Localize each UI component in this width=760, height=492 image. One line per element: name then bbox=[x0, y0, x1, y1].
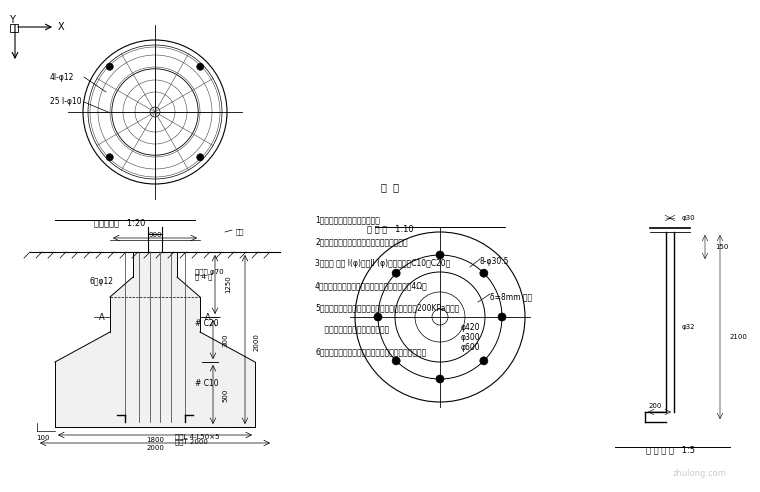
Text: 500: 500 bbox=[222, 388, 228, 401]
Text: φ300: φ300 bbox=[461, 333, 480, 341]
Text: 100: 100 bbox=[36, 435, 49, 441]
Text: 1250: 1250 bbox=[225, 275, 231, 293]
Text: φ32: φ32 bbox=[682, 324, 695, 330]
Text: 150: 150 bbox=[715, 244, 728, 250]
Text: 5、要求路灯基础置于原状土上，地基承载力大于200KPa，如遇: 5、要求路灯基础置于原状土上，地基承载力大于200KPa，如遇 bbox=[315, 303, 459, 312]
Circle shape bbox=[436, 251, 444, 259]
Text: 8-φ30.5: 8-φ30.5 bbox=[480, 257, 509, 267]
Text: 6、基础浇筑混凝土后按规范人行道压实度要求处理。: 6、基础浇筑混凝土后按规范人行道压实度要求处理。 bbox=[315, 347, 426, 356]
Text: δ=8mm 钢板: δ=8mm 钢板 bbox=[490, 293, 532, 302]
Text: 2000: 2000 bbox=[146, 445, 164, 451]
Text: 1800: 1800 bbox=[146, 437, 164, 443]
Text: 900: 900 bbox=[148, 232, 162, 238]
Text: Y: Y bbox=[9, 15, 15, 25]
Circle shape bbox=[392, 357, 401, 365]
Text: 25 Ι-φ10: 25 Ι-φ10 bbox=[50, 97, 81, 106]
Text: 2100: 2100 bbox=[730, 334, 748, 340]
Polygon shape bbox=[55, 252, 255, 427]
Text: 3、材料 钢筋 I(φ)级、II (φ)级，混凝土C10、C20。: 3、材料 钢筋 I(φ)级、II (φ)级，混凝土C10、C20。 bbox=[315, 259, 450, 268]
Text: A: A bbox=[205, 312, 211, 321]
Text: 锚入T 2000: 锚入T 2000 bbox=[175, 439, 208, 445]
Text: φ600: φ600 bbox=[461, 342, 480, 351]
Circle shape bbox=[197, 63, 204, 70]
Text: # C10: # C10 bbox=[195, 379, 219, 389]
Text: 4Ι-φ12: 4Ι-φ12 bbox=[50, 72, 74, 82]
Text: 2、本基础图适用于固定式灯杆，中型灯盘。: 2、本基础图适用于固定式灯杆，中型灯盘。 bbox=[315, 237, 407, 246]
Circle shape bbox=[197, 154, 204, 161]
Text: 说  明: 说 明 bbox=[381, 182, 399, 192]
Text: 2000: 2000 bbox=[254, 333, 260, 351]
Circle shape bbox=[374, 313, 382, 321]
Text: 4、槽杆顶端以保持水平，接触装置电阻不大于4Ω。: 4、槽杆顶端以保持水平，接触装置电阻不大于4Ω。 bbox=[315, 281, 428, 290]
Text: 不良地质土层应进行地基处理。: 不良地质土层应进行地基处理。 bbox=[315, 325, 389, 334]
Text: X: X bbox=[58, 22, 65, 32]
Text: 300: 300 bbox=[222, 333, 228, 347]
Circle shape bbox=[106, 63, 113, 70]
Text: 平 面 图   1:10: 平 面 图 1:10 bbox=[366, 224, 413, 234]
Text: 地 脚 螺 栓   1:5: 地 脚 螺 栓 1:5 bbox=[645, 445, 695, 455]
Circle shape bbox=[480, 269, 488, 277]
Text: φ420: φ420 bbox=[461, 322, 480, 332]
Circle shape bbox=[480, 357, 488, 365]
Text: 钢管径 φ70: 钢管径 φ70 bbox=[195, 269, 223, 276]
Text: A: A bbox=[99, 312, 105, 321]
Text: 200: 200 bbox=[648, 403, 662, 409]
Circle shape bbox=[498, 313, 506, 321]
Text: 木 4 套: 木 4 套 bbox=[195, 274, 212, 280]
Text: 6－φ12: 6－φ12 bbox=[90, 277, 114, 286]
Text: 钢板L 4-L50×5: 钢板L 4-L50×5 bbox=[175, 433, 220, 440]
Text: 基础剖面图   1:20: 基础剖面图 1:20 bbox=[94, 218, 146, 227]
Text: # C20: # C20 bbox=[195, 319, 219, 329]
Circle shape bbox=[106, 154, 113, 161]
Bar bbox=[10, 24, 18, 32]
Text: 柱板: 柱板 bbox=[236, 229, 244, 235]
Circle shape bbox=[392, 269, 401, 277]
Text: zhulong.com: zhulong.com bbox=[673, 469, 727, 479]
Circle shape bbox=[436, 375, 444, 383]
Text: 1、本图尺寸单位均以毫米计。: 1、本图尺寸单位均以毫米计。 bbox=[315, 215, 380, 224]
Text: φ30: φ30 bbox=[682, 215, 695, 221]
